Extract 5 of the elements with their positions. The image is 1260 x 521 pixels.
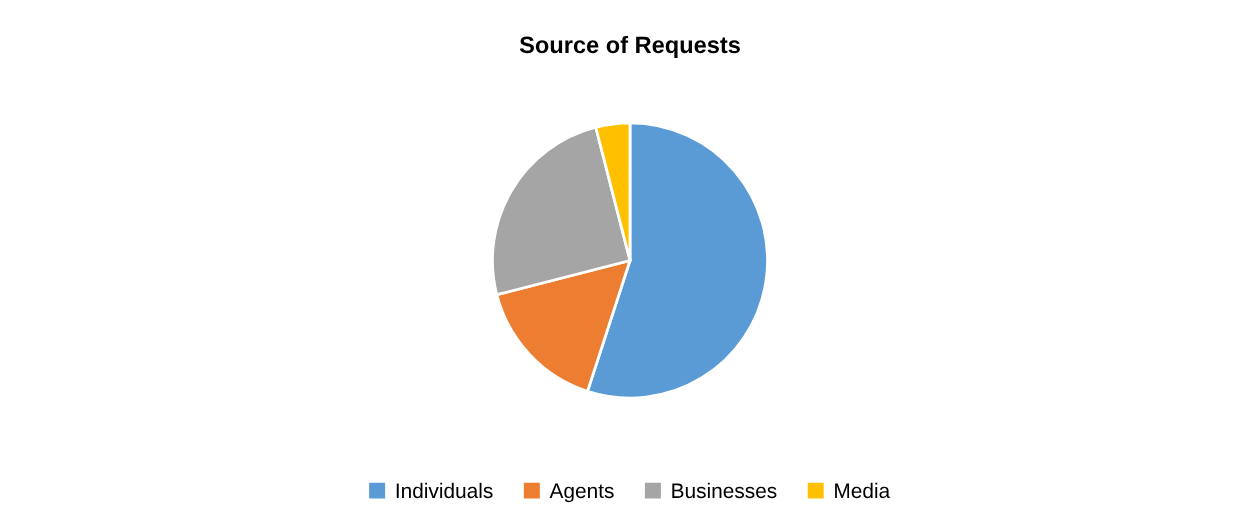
chart-title: Source of Requests	[519, 35, 740, 58]
legend-label: Agents	[549, 483, 614, 503]
legend-label: Businesses	[672, 482, 777, 499]
legend-label: Individuals	[396, 482, 493, 499]
legend-label: Media	[835, 482, 891, 499]
